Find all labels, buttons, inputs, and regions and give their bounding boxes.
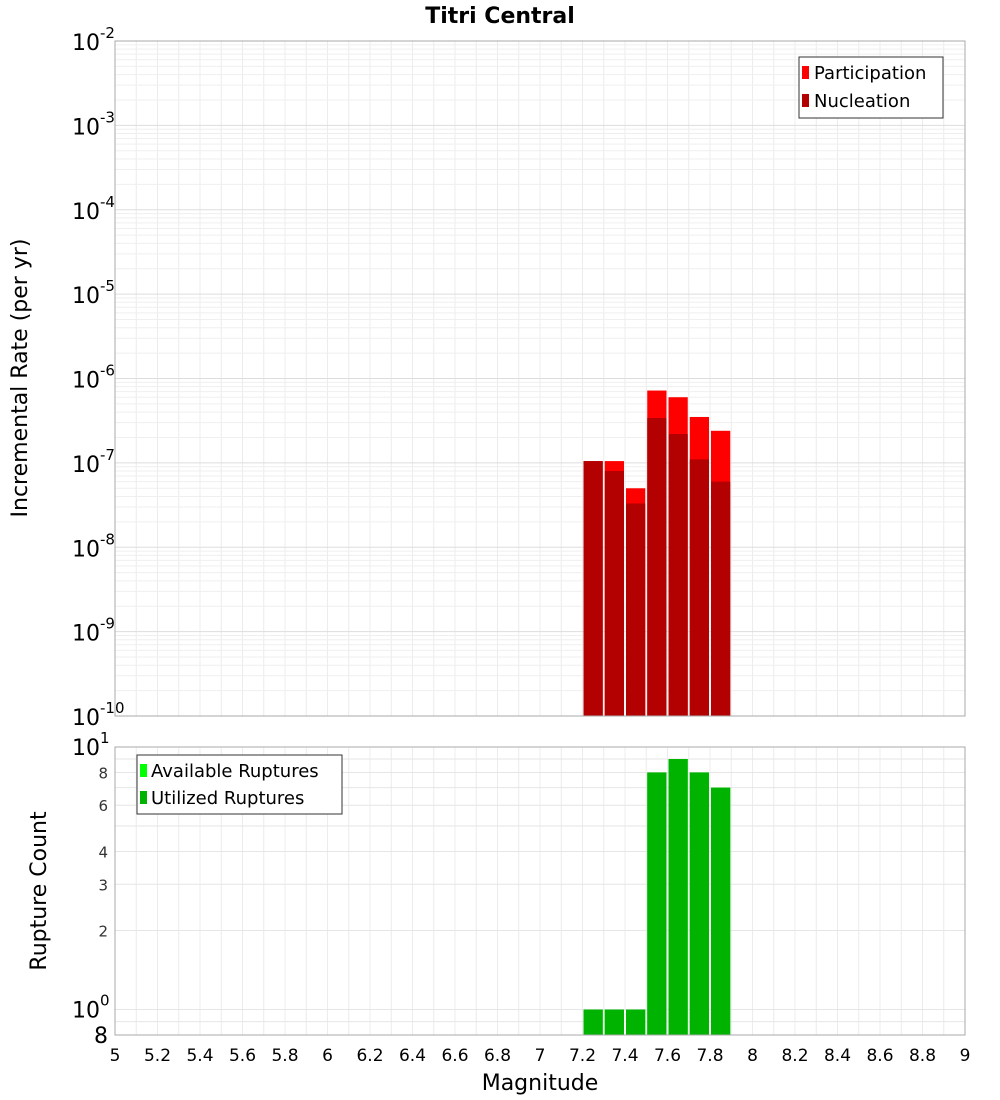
rate-plot-border: [114, 40, 966, 717]
utilized-ruptures-bar: [583, 1009, 603, 1035]
count-y-tick-label: 101: [72, 729, 110, 761]
x-tick-label: 6: [322, 1046, 333, 1066]
chart-title: Titri Central: [425, 4, 575, 29]
x-tick-label: 6.2: [356, 1046, 383, 1066]
nucleation-bar: [647, 418, 667, 716]
nucleation-bar: [689, 459, 709, 716]
count-y-minor-tick-label: 3: [98, 876, 108, 894]
nucleation-bar: [583, 461, 603, 716]
x-tick-labels: 5 5.2 5.4 5.6 5.8 6 6.2 6.4 6.6 6.8 7 7.2 7.4 7.6 7.8 8…: [110, 1046, 971, 1066]
utilized-ruptures-bar: [689, 772, 709, 1035]
x-tick-label: 5: [110, 1046, 121, 1066]
utilized-ruptures-bar: [626, 1009, 646, 1035]
nucleation-bar: [626, 503, 646, 716]
rate-y-tick-label: 10-5: [72, 277, 115, 309]
utilized-ruptures-bar: [711, 787, 731, 1035]
x-tick-label: 7.2: [569, 1046, 596, 1066]
available-ruptures-legend-label: Available Ruptures: [151, 761, 319, 782]
count-plot-border: [114, 746, 966, 1036]
count-y-minor-tick-label: 6: [98, 797, 108, 815]
rate-y-tick-label: 10-9: [72, 615, 115, 647]
x-tick-label: 5.4: [186, 1046, 213, 1066]
rate-legend-box: [798, 56, 944, 119]
x-tick-label: 6.4: [399, 1046, 426, 1066]
x-tick-label: 7.6: [654, 1046, 681, 1066]
x-tick-label: 8.8: [909, 1046, 936, 1066]
rate-y-tick-label: 10-10: [72, 699, 125, 731]
nucleation-legend-swatch: [802, 94, 809, 107]
x-tick-label: 6.6: [441, 1046, 468, 1066]
count-bars: [583, 759, 731, 1035]
x-tick-label: 8: [747, 1046, 758, 1066]
nucleation-legend-label: Nucleation: [814, 91, 910, 112]
rate-y-tick-label: 10-8: [72, 530, 115, 562]
x-tick-label: 8.6: [866, 1046, 893, 1066]
x-tick-label: 6.8: [484, 1046, 511, 1066]
rate-legend: Participation Nucleation: [798, 56, 944, 119]
participation-legend-swatch: [802, 66, 809, 79]
rate-y-tick-label: 10-2: [72, 24, 115, 56]
available-ruptures-legend-swatch: [140, 764, 147, 777]
rate-grid: [114, 41, 966, 717]
x-axis-label: Magnitude: [482, 1071, 599, 1096]
rate-y-ticks: 10-2 10-3 10-4 10-5 10-6 10-7 10-8 10-9 10-10: [72, 24, 125, 731]
rate-y-axis-label: Incremental Rate (per yr): [8, 239, 33, 518]
x-tick-label: 8.2: [781, 1046, 808, 1066]
utilized-ruptures-bar: [647, 772, 667, 1035]
x-tick-label: 7.4: [611, 1046, 638, 1066]
x-tick-label: 5.8: [271, 1046, 298, 1066]
rate-bars: [583, 390, 731, 716]
utilized-ruptures-bar: [668, 759, 688, 1035]
x-tick-label: 5.2: [144, 1046, 171, 1066]
utilized-ruptures-legend-swatch: [140, 791, 147, 804]
rate-y-tick-label: 10-7: [72, 446, 115, 478]
nucleation-bar: [604, 471, 624, 716]
count-y-tick-label: 100: [72, 992, 110, 1024]
x-tick-label: 7: [535, 1046, 546, 1066]
nucleation-bar: [711, 481, 731, 716]
count-y-minor-tick-label: 4: [98, 843, 108, 861]
x-tick-label: 9: [960, 1046, 971, 1066]
participation-legend-label: Participation: [814, 63, 926, 84]
utilized-ruptures-legend-label: Utilized Ruptures: [151, 788, 304, 809]
count-y-bottom-tick-label: 8: [94, 1024, 108, 1049]
utilized-ruptures-bar: [604, 1009, 624, 1035]
x-tick-label: 5.6: [229, 1046, 256, 1066]
rate-y-tick-label: 10-4: [72, 193, 115, 225]
count-legend-box: [136, 754, 343, 815]
count-y-minor-tick-label: 2: [98, 923, 108, 941]
nucleation-bar: [668, 433, 688, 716]
rate-panel: 10-2 10-3 10-4 10-5 10-6 10-7 10-8 10-9 10-10 In…: [8, 24, 966, 731]
x-tick-label: 8.4: [824, 1046, 851, 1066]
rate-y-tick-label: 10-6: [72, 362, 115, 394]
rate-y-tick-label: 10-3: [72, 108, 115, 140]
x-tick-label: 7.8: [696, 1046, 723, 1066]
count-y-minor-tick-label: 8: [98, 764, 108, 782]
count-legend: Available Ruptures Utilized Ruptures: [136, 754, 343, 815]
count-y-axis-label: Rupture Count: [27, 811, 52, 971]
